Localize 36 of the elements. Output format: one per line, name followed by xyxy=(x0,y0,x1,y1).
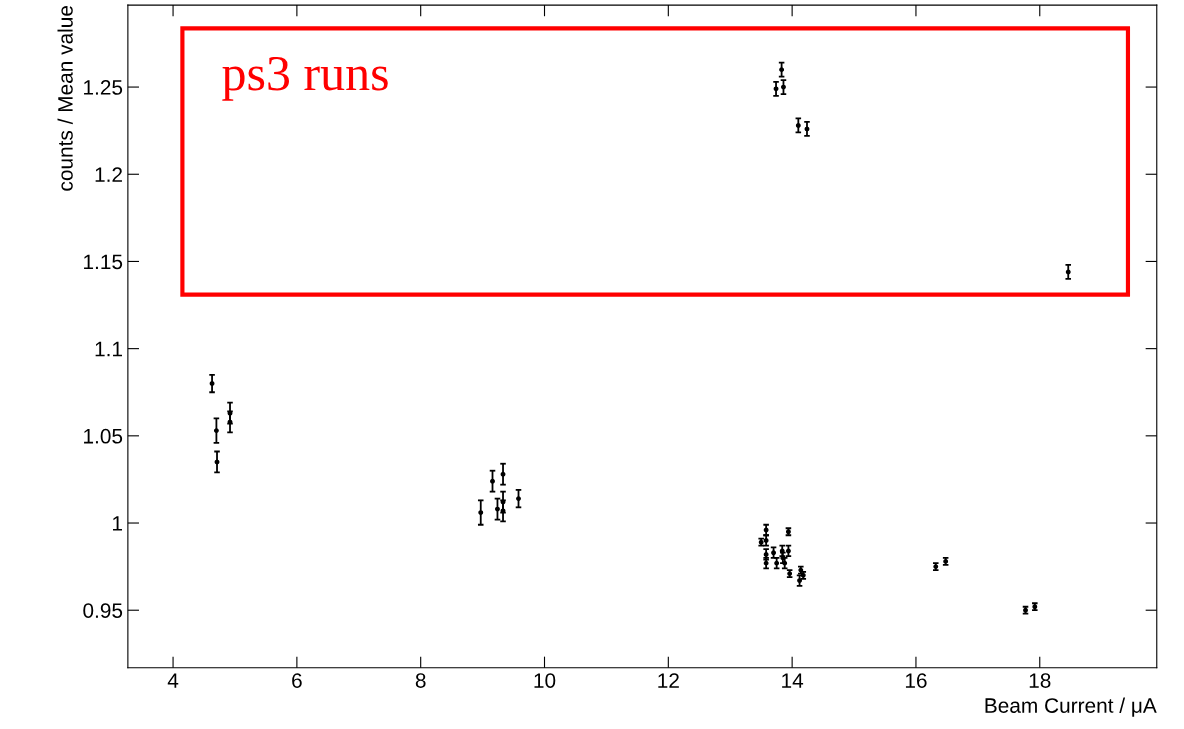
point xyxy=(779,67,785,73)
point xyxy=(795,122,801,128)
y-tick-label: 1.25 xyxy=(84,80,123,95)
point xyxy=(495,506,500,512)
x-tick-label: 14 xyxy=(782,673,804,688)
y-tick-label: 1.2 xyxy=(95,167,122,182)
point xyxy=(781,84,786,90)
point xyxy=(773,86,779,92)
x-tick-label: 8 xyxy=(415,673,426,688)
y-tick-label: 1.15 xyxy=(84,254,123,270)
x-tick-label: 18 xyxy=(1029,673,1051,688)
y-tick-label: 1.1 xyxy=(95,341,122,357)
point xyxy=(804,126,810,132)
point xyxy=(213,428,219,434)
y-tick-label: 1.05 xyxy=(84,428,123,444)
annotation: ps3 runs xyxy=(222,56,388,101)
y-axis-title: counts / Mean value xyxy=(57,6,73,191)
point xyxy=(209,381,215,386)
x-tick-label: 10 xyxy=(534,673,556,688)
point xyxy=(763,538,769,543)
point xyxy=(516,496,521,502)
y-tick-label: 0.95 xyxy=(83,603,123,618)
y-tick-label: 1 xyxy=(113,516,122,531)
point xyxy=(763,527,769,533)
x-tick-label: 16 xyxy=(905,673,927,688)
point xyxy=(785,548,791,554)
x-tick-label: 12 xyxy=(658,673,679,688)
point xyxy=(478,510,484,515)
x-axis-title: Beam Current / μA xyxy=(985,697,1157,717)
point xyxy=(797,578,802,584)
point xyxy=(214,459,220,465)
point xyxy=(490,478,495,484)
point xyxy=(1065,269,1071,275)
x-tick-label: 6 xyxy=(292,673,302,688)
point xyxy=(500,471,506,477)
x-tick-label: 4 xyxy=(167,673,179,688)
